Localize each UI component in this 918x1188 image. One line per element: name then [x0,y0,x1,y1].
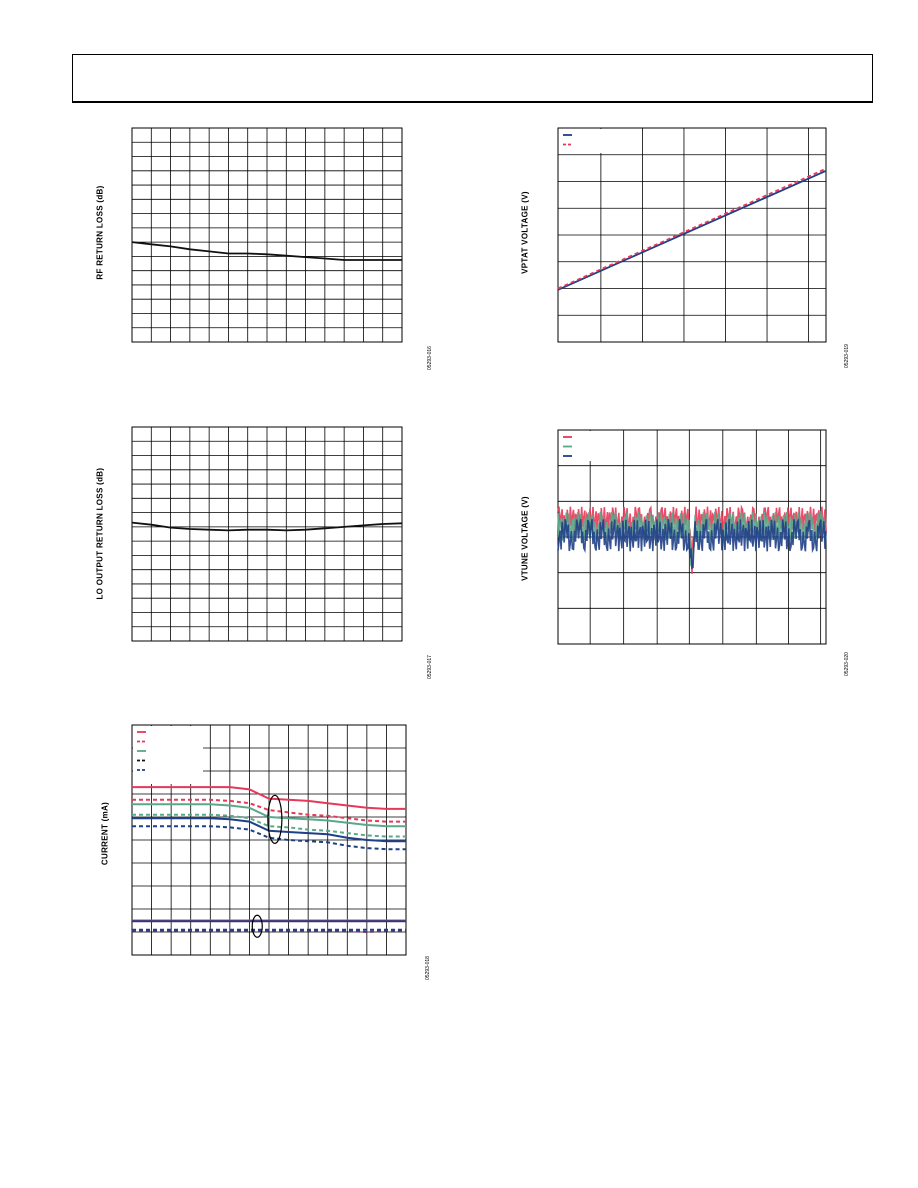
chart-rf-return-loss [131,127,403,343]
plot-frame [557,127,827,343]
series-line [557,169,827,291]
series-line [132,798,406,823]
series-line [131,241,402,261]
annotation-ellipse [251,914,263,938]
chart-vptat-voltage [557,127,827,343]
chart-lo-output-return-loss [131,426,403,642]
figure-code: 05293-018 [425,956,431,980]
page-header [72,54,873,103]
figure-code: 05293-016 [427,346,433,370]
plot-area [131,426,403,642]
series-line [131,521,403,532]
chart-current [131,724,407,956]
series-line [132,786,406,810]
series-line [132,803,406,828]
figure-vptat-voltage: VPTAT VOLTAGE (V) 05293-019 [510,120,860,380]
figure-code: 05293-017 [427,655,433,679]
annotation-ellipse [267,794,283,844]
series-line [132,825,406,851]
chart-vtune-voltage [557,429,827,645]
figure-code: 05293-019 [844,344,850,368]
plot-area [131,127,403,343]
plot-area [131,724,407,956]
legend-box [133,726,203,784]
plot-frame [131,724,407,956]
series-line [132,929,406,934]
figure-code: 05293-020 [844,652,850,676]
series-line [557,518,827,570]
figure-current: CURRENT (mA) 05293-018 [90,715,440,985]
plot-frame [131,426,403,642]
plot-area [557,127,827,343]
series-line [132,813,406,838]
plot-frame [131,127,403,343]
figure-vtune-voltage: VTUNE VOLTAGE (V) 05293-020 [510,420,860,680]
legend-box [559,129,619,153]
series-line [557,167,827,290]
figure-lo-output-return-loss: LO OUTPUT RETURN LOSS (dB) 05293-017 [90,420,440,680]
figure-rf-return-loss: RF RETURN LOSS (dB) 05293-016 [90,120,440,380]
plot-area [557,429,827,645]
